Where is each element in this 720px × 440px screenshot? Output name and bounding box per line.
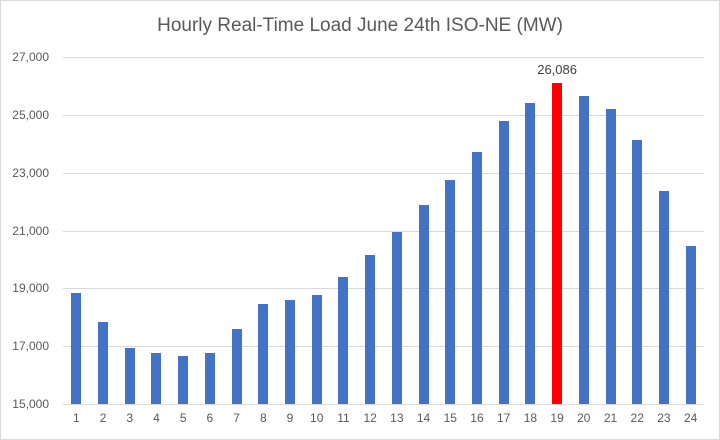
x-tick-label-hour-22: 22 xyxy=(630,411,644,425)
gridline-23,000 xyxy=(63,172,704,174)
x-tick-label-hour-15: 15 xyxy=(443,411,457,425)
bar-hour-20 xyxy=(578,96,589,404)
x-tick-label-hour-2: 2 xyxy=(99,411,107,425)
bar-hour-6 xyxy=(204,352,215,404)
x-tick-label-hour-14: 14 xyxy=(416,411,431,425)
y-tick-label: 21,000 xyxy=(12,223,49,238)
y-tick-label: 17,000 xyxy=(12,339,49,354)
x-tick-label-hour-16: 16 xyxy=(470,411,484,425)
gridline-17,000 xyxy=(63,346,704,348)
bar-hour-2 xyxy=(98,321,109,404)
y-tick-label: 15,000 xyxy=(12,397,49,411)
x-tick-label-hour-7: 7 xyxy=(233,411,240,425)
bar-hour-15 xyxy=(445,179,456,404)
x-tick-label-hour-5: 5 xyxy=(179,411,187,425)
bar-hour-23 xyxy=(658,191,669,404)
bar-hour-22 xyxy=(632,140,643,404)
bar-hour-17 xyxy=(498,121,509,404)
y-tick-label: 23,000 xyxy=(12,165,49,180)
bar-hour-10 xyxy=(311,294,322,404)
x-tick-label-hour-12: 12 xyxy=(363,411,377,425)
x-tick-label-hour-1: 1 xyxy=(73,411,80,425)
x-tick-label-hour-24: 24 xyxy=(683,411,698,425)
x-tick-label-hour-21: 21 xyxy=(603,411,618,425)
gridline-15,000 xyxy=(63,404,704,405)
x-tick-label-hour-11: 11 xyxy=(337,411,350,425)
x-tick-label-hour-20: 20 xyxy=(577,411,591,425)
bar-hour-1 xyxy=(71,292,82,404)
bar-hour-13 xyxy=(391,231,402,404)
bar-hour-24 xyxy=(685,245,696,404)
bar-hour-12 xyxy=(365,255,376,404)
bar-hour-14 xyxy=(418,205,429,404)
bar-hour-4 xyxy=(151,353,162,404)
bar-hour-18 xyxy=(525,103,536,404)
x-tick-label-hour-9: 9 xyxy=(286,411,294,425)
x-tick-label-hour-18: 18 xyxy=(523,411,538,425)
bar-hour-11 xyxy=(338,277,349,404)
x-tick-label-hour-13: 13 xyxy=(390,411,404,425)
bar-hour-19 xyxy=(552,83,563,404)
gridline-25,000 xyxy=(63,114,704,116)
bar-hour-5 xyxy=(178,356,189,404)
bar-hour-7 xyxy=(231,328,242,404)
y-tick-label: 25,000 xyxy=(12,107,49,122)
x-tick-label-hour-23: 23 xyxy=(657,411,671,425)
bar-hour-16 xyxy=(471,152,482,404)
x-tick-label-hour-6: 6 xyxy=(206,411,214,425)
bar-hour-3 xyxy=(124,347,135,404)
bar-hour-21 xyxy=(605,109,616,404)
max-value-data-label: 26,086 xyxy=(537,62,577,78)
x-tick-label-hour-3: 3 xyxy=(126,411,134,425)
x-tick-label-hour-8: 8 xyxy=(259,411,267,425)
x-tick-label-hour-10: 10 xyxy=(310,411,324,425)
bar-hour-8 xyxy=(258,303,269,404)
bar-hour-9 xyxy=(285,300,296,404)
x-tick-label-hour-4: 4 xyxy=(153,411,160,425)
x-tick-label-hour-19: 19 xyxy=(550,411,564,425)
y-tick-label: 27,000 xyxy=(12,50,49,64)
gridline-27,000 xyxy=(63,57,704,58)
chart-title: Hourly Real-Time Load June 24th ISO-NE (… xyxy=(157,15,563,36)
y-tick-label: 19,000 xyxy=(12,281,49,296)
gridline-21,000 xyxy=(63,230,704,232)
gridline-19,000 xyxy=(63,288,704,290)
x-tick-label-hour-17: 17 xyxy=(497,411,511,425)
